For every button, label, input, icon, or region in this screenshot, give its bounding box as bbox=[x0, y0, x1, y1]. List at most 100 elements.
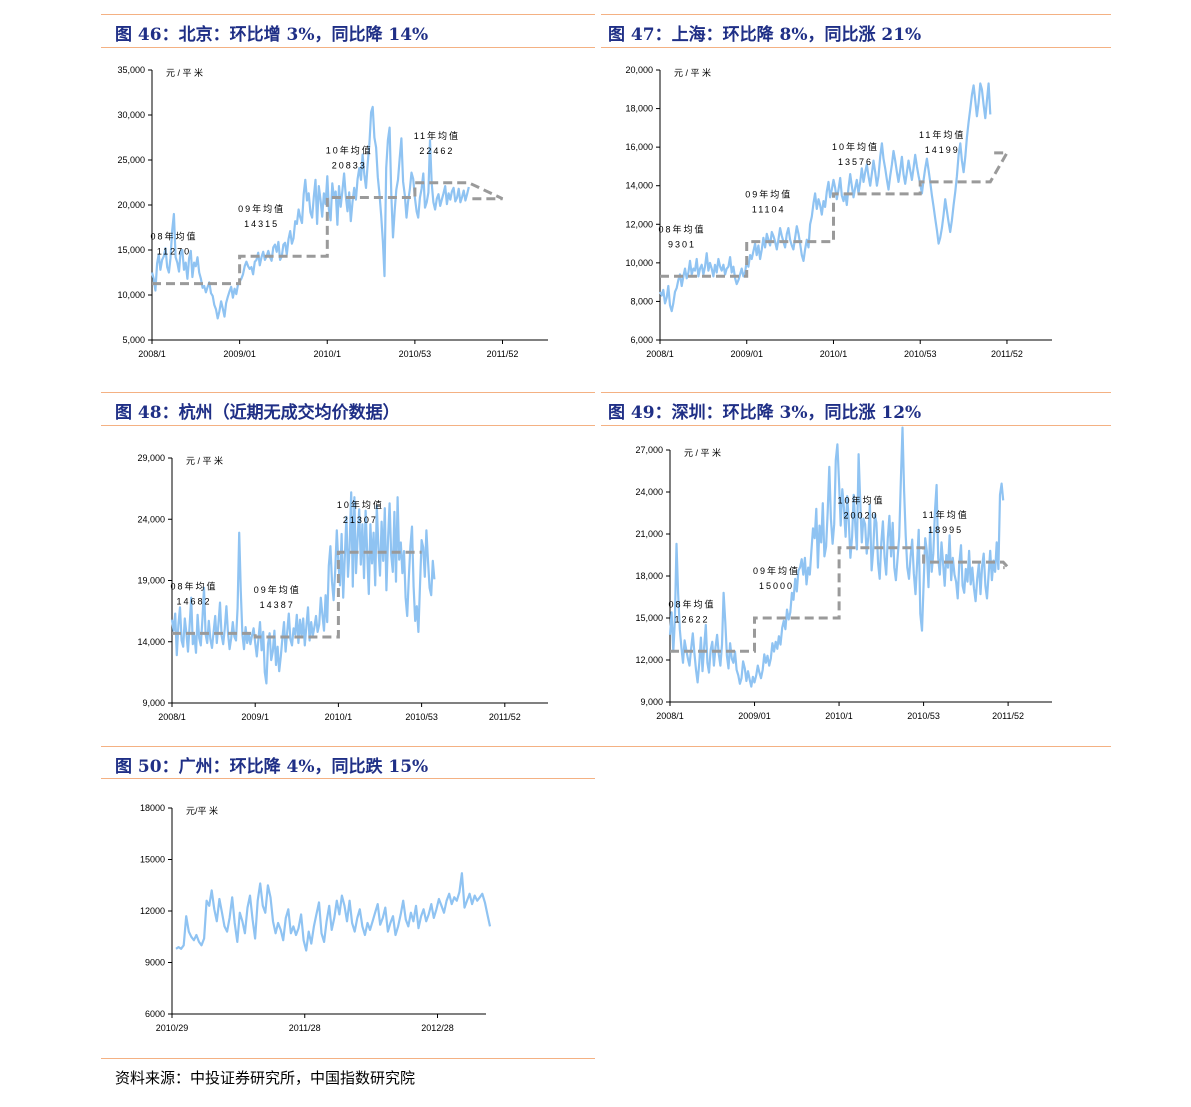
annual-average-line bbox=[152, 181, 504, 286]
x-tick-label: 2010/53 bbox=[907, 711, 940, 721]
x-tick-label: 2010/53 bbox=[405, 712, 438, 722]
y-tick-label: 10,000 bbox=[117, 290, 145, 300]
header-rule-left-2 bbox=[101, 392, 595, 393]
x-tick-label: 2010/1 bbox=[820, 349, 848, 359]
data-source-note: 资料来源：中投证券研究所，中国指数研究院 bbox=[115, 1069, 416, 1087]
chart-svg: 9,000 12,000 15,000 18,000 21,000 24,000 27,00… bbox=[635, 426, 1052, 721]
average-label-value: 18995 bbox=[928, 525, 963, 535]
x-tick-label: 2011/52 bbox=[489, 712, 521, 722]
header-rule-right-1 bbox=[601, 14, 1111, 15]
x-tick-label: 2009/01 bbox=[223, 349, 256, 359]
average-label-value: 14315 bbox=[244, 219, 279, 229]
y-tick-label: 5,000 bbox=[122, 335, 145, 345]
average-label-value: 11104 bbox=[752, 205, 786, 215]
x-tick-label: 2011/52 bbox=[487, 349, 519, 359]
average-label-year: 11年均值 bbox=[919, 129, 965, 140]
annual-average-line bbox=[660, 151, 1010, 278]
unit-label: 元 / 平 米 bbox=[166, 67, 203, 78]
y-tick-label: 24,000 bbox=[137, 514, 165, 524]
beijing-price-chart: 5,000 10,000 15,000 20,000 25,000 30,000 35,00… bbox=[100, 58, 560, 368]
header-rule-3 bbox=[101, 746, 1111, 747]
x-tick-label: 2008/1 bbox=[646, 349, 674, 359]
y-tick-label: 18000 bbox=[140, 803, 165, 813]
x-tick-label: 2008/1 bbox=[138, 349, 166, 359]
unit-label: 元/平 米 bbox=[186, 805, 218, 816]
y-tick-label: 9,000 bbox=[640, 697, 663, 707]
average-label-value: 15000 bbox=[759, 581, 794, 591]
annual-average-line bbox=[670, 546, 1012, 653]
y-tick-label: 14,000 bbox=[625, 181, 653, 191]
x-tick-label: 2011/28 bbox=[289, 1023, 321, 1033]
price-series-line bbox=[658, 82, 992, 313]
chart-svg: 6,000 8,000 10,000 12,000 14,000 16,000 18,000… bbox=[625, 65, 1052, 359]
shenzhen-price-chart: 9,000 12,000 15,000 18,000 21,000 24,000 27,00… bbox=[604, 426, 1064, 728]
y-tick-label: 18,000 bbox=[635, 571, 663, 581]
x-tick-label: 2010/1 bbox=[325, 712, 353, 722]
average-label-year: 08年均值 bbox=[170, 580, 217, 591]
hangzhou-price-chart: 9,000 14,000 19,000 24,000 29,000 2008/1 2009/… bbox=[100, 443, 560, 728]
x-tick-label: 2010/1 bbox=[825, 711, 853, 721]
price-series-line bbox=[175, 872, 492, 952]
figure-48-title: 图 48：杭州（近期无成交均价数据） bbox=[115, 403, 400, 423]
x-tick-label: 2010/53 bbox=[399, 349, 432, 359]
average-label-value: 13576 bbox=[838, 157, 873, 167]
average-label-year: 10年均值 bbox=[838, 495, 885, 506]
average-label-year: 11年均值 bbox=[922, 509, 968, 520]
y-tick-label: 9,000 bbox=[142, 698, 165, 708]
title-rule-right-1 bbox=[601, 47, 1111, 48]
chart-svg: 9,000 14,000 19,000 24,000 29,000 2008/1 2009/… bbox=[137, 453, 548, 722]
x-tick-label: 2008/1 bbox=[158, 712, 186, 722]
average-label-value: 9301 bbox=[668, 239, 696, 249]
y-tick-label: 16,000 bbox=[625, 142, 653, 152]
average-label-value: 21307 bbox=[343, 515, 378, 525]
x-tick-label: 2009/01 bbox=[738, 711, 771, 721]
y-tick-label: 20,000 bbox=[117, 200, 145, 210]
x-tick-label: 2010/1 bbox=[313, 349, 341, 359]
average-label-year: 09年均值 bbox=[753, 565, 800, 576]
y-tick-label: 6000 bbox=[145, 1009, 165, 1019]
figure-46-title: 图 46：北京：环比增 3%，同比降 14% bbox=[115, 25, 429, 45]
x-tick-label: 2011/52 bbox=[991, 349, 1023, 359]
y-tick-label: 21,000 bbox=[635, 529, 663, 539]
y-tick-label: 27,000 bbox=[635, 445, 663, 455]
x-tick-label: 2008/1 bbox=[656, 711, 684, 721]
average-label-year: 08年均值 bbox=[668, 598, 715, 609]
figure-50-title: 图 50：广州：环比降 4%，同比跌 15% bbox=[115, 757, 429, 777]
average-label-value: 12622 bbox=[674, 614, 709, 624]
figure-49-title: 图 49：深圳：环比降 3%，同比涨 12% bbox=[608, 403, 922, 423]
title-rule-left-1 bbox=[101, 47, 595, 48]
y-tick-label: 15,000 bbox=[635, 613, 663, 623]
y-tick-label: 20,000 bbox=[625, 65, 653, 75]
x-tick-label: 2010/53 bbox=[904, 349, 937, 359]
figure-47-title: 图 47：上海：环比降 8%，同比涨 21% bbox=[608, 25, 922, 45]
unit-label: 元 / 平 米 bbox=[674, 67, 711, 78]
average-label-year: 11年均值 bbox=[414, 130, 460, 141]
y-tick-label: 12,000 bbox=[635, 655, 663, 665]
average-label-year: 09年均值 bbox=[745, 189, 792, 200]
y-tick-label: 8,000 bbox=[630, 296, 653, 306]
average-label-value: 14387 bbox=[260, 600, 295, 610]
y-tick-label: 29,000 bbox=[137, 453, 165, 463]
y-tick-label: 15000 bbox=[140, 855, 165, 865]
annual-average-line bbox=[172, 550, 422, 639]
price-series-line bbox=[150, 105, 470, 320]
y-tick-label: 24,000 bbox=[635, 487, 663, 497]
guangzhou-price-chart: 6000 9000 12000 15000 18000 2010/29 2011/28 201… bbox=[100, 798, 500, 1038]
unit-label: 元 / 平 米 bbox=[186, 455, 223, 466]
average-label-value: 14199 bbox=[925, 145, 960, 155]
x-tick-label: 2010/29 bbox=[156, 1023, 189, 1033]
y-tick-label: 12000 bbox=[140, 906, 165, 916]
header-rule-right-2 bbox=[601, 392, 1111, 393]
average-label-value: 20020 bbox=[844, 511, 879, 521]
y-tick-label: 10,000 bbox=[625, 258, 653, 268]
y-tick-label: 12,000 bbox=[625, 219, 653, 229]
y-tick-label: 18,000 bbox=[625, 104, 653, 114]
average-label-value: 22462 bbox=[419, 146, 454, 156]
y-tick-label: 30,000 bbox=[117, 110, 145, 120]
title-rule-3 bbox=[101, 778, 595, 779]
average-label-value: 14682 bbox=[176, 596, 211, 606]
x-tick-label: 2012/28 bbox=[421, 1023, 454, 1033]
average-label-value: 11270 bbox=[157, 247, 191, 257]
title-rule-left-2 bbox=[101, 425, 595, 426]
y-tick-label: 9000 bbox=[145, 958, 165, 968]
